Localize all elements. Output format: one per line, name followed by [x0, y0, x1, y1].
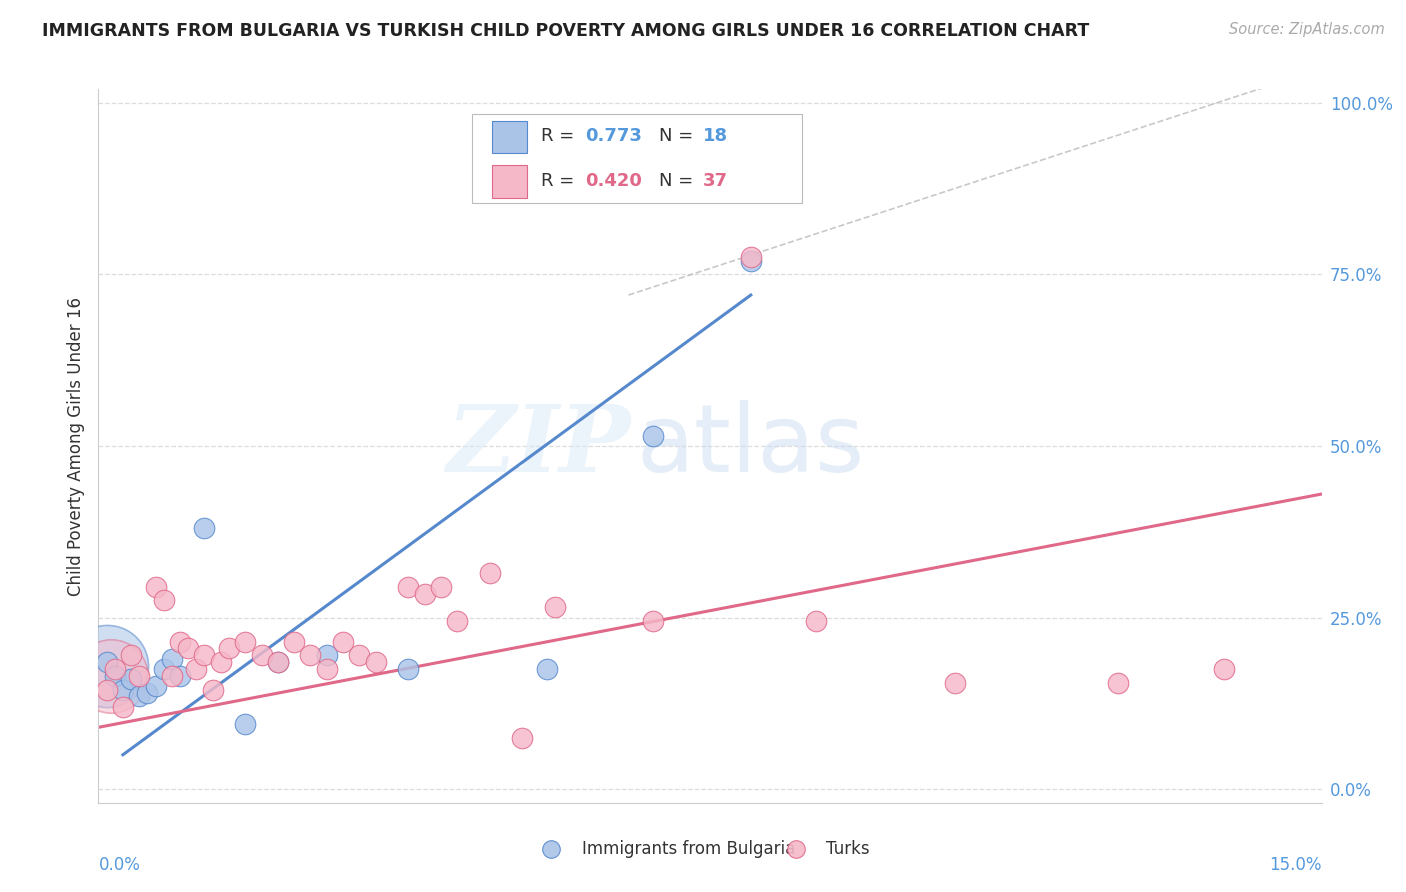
Point	[332, 634, 354, 648]
Point	[641, 614, 664, 628]
Point	[111, 699, 134, 714]
Point	[128, 669, 150, 683]
Text: 0.773: 0.773	[585, 128, 643, 145]
Point	[364, 655, 387, 669]
Point	[299, 648, 322, 663]
Point	[145, 580, 167, 594]
Point	[396, 580, 419, 594]
Text: 0.420: 0.420	[585, 171, 643, 189]
Point	[160, 651, 183, 665]
Point	[446, 614, 468, 628]
Point	[193, 648, 215, 663]
Point	[1107, 675, 1129, 690]
Text: Source: ZipAtlas.com: Source: ZipAtlas.com	[1229, 22, 1385, 37]
Point	[100, 669, 122, 683]
Point	[413, 586, 436, 600]
Point	[396, 662, 419, 676]
Text: 15.0%: 15.0%	[1270, 856, 1322, 874]
Text: 18: 18	[703, 128, 728, 145]
Text: Turks: Turks	[827, 840, 870, 858]
Point	[250, 648, 273, 663]
FancyBboxPatch shape	[471, 114, 801, 203]
Text: N =: N =	[658, 128, 699, 145]
Point	[193, 521, 215, 535]
Point	[152, 593, 174, 607]
Point	[544, 600, 567, 615]
Point	[169, 634, 191, 648]
Point	[233, 717, 256, 731]
Point	[169, 669, 191, 683]
Point	[104, 662, 127, 676]
Point	[111, 682, 134, 697]
Point	[152, 662, 174, 676]
Point	[128, 690, 150, 704]
Y-axis label: Child Poverty Among Girls Under 16: Child Poverty Among Girls Under 16	[66, 296, 84, 596]
Text: IMMIGRANTS FROM BULGARIA VS TURKISH CHILD POVERTY AMONG GIRLS UNDER 16 CORRELATI: IMMIGRANTS FROM BULGARIA VS TURKISH CHIL…	[42, 22, 1090, 40]
Point	[104, 669, 127, 683]
Text: N =: N =	[658, 171, 699, 189]
Text: R =: R =	[541, 171, 581, 189]
FancyBboxPatch shape	[492, 120, 527, 153]
Point	[315, 662, 337, 676]
Point	[96, 655, 118, 669]
Point	[1212, 662, 1234, 676]
Point	[96, 682, 118, 697]
Point	[267, 655, 290, 669]
Text: Immigrants from Bulgaria: Immigrants from Bulgaria	[582, 840, 794, 858]
Point	[120, 648, 142, 663]
Text: R =: R =	[541, 128, 581, 145]
Point	[804, 614, 827, 628]
Point	[349, 648, 371, 663]
Point	[160, 669, 183, 683]
Text: 37: 37	[703, 171, 728, 189]
Point	[740, 250, 762, 264]
Point	[218, 641, 240, 656]
Point	[233, 634, 256, 648]
Point	[136, 686, 159, 700]
Text: ZIP: ZIP	[446, 401, 630, 491]
Point	[478, 566, 501, 580]
Point	[283, 634, 305, 648]
Text: atlas: atlas	[637, 400, 865, 492]
Point	[943, 675, 966, 690]
Point	[145, 679, 167, 693]
Point	[641, 428, 664, 442]
Point	[267, 655, 290, 669]
Point	[430, 580, 453, 594]
Point	[209, 655, 232, 669]
Point	[177, 641, 200, 656]
Point	[186, 662, 208, 676]
Point	[740, 253, 762, 268]
Point	[512, 731, 534, 745]
FancyBboxPatch shape	[492, 165, 527, 198]
Point	[536, 662, 558, 676]
Point	[120, 673, 142, 687]
Text: 0.0%: 0.0%	[98, 856, 141, 874]
Point	[201, 682, 224, 697]
Point	[315, 648, 337, 663]
Point	[96, 658, 118, 673]
